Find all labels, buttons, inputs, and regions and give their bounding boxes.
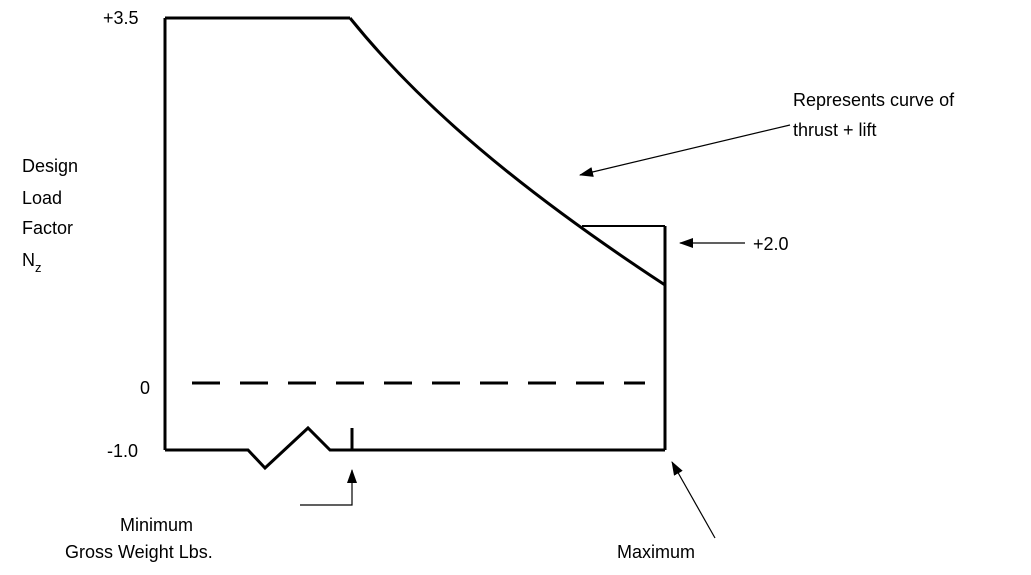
- minimum-leader: [300, 469, 357, 506]
- subscript: z: [35, 260, 42, 275]
- y-label-line: Factor: [22, 218, 73, 238]
- curve-note: thrust + lift: [793, 120, 877, 140]
- minimum-note: Minimum: [120, 515, 193, 535]
- minimum-note: Gross Weight Lbs.: [65, 542, 213, 562]
- y-label-symbol: Nz: [22, 250, 42, 275]
- top-label: +3.5: [103, 8, 139, 28]
- maximum-arrow: [671, 461, 716, 539]
- bottom-label: -1.0: [107, 441, 138, 461]
- curve-arrow: [579, 124, 791, 177]
- level-note: +2.0: [753, 234, 789, 254]
- maximum-note: Maximum: [617, 542, 695, 562]
- envelope-bottom: [165, 425, 665, 471]
- y-label-line: Design: [22, 156, 78, 176]
- zero-label: 0: [140, 378, 150, 398]
- thrust-lift-curve: [348, 17, 666, 287]
- symbol: N: [22, 250, 35, 270]
- y-label-line: Load: [22, 188, 62, 208]
- curve-note: Represents curve of: [793, 90, 955, 110]
